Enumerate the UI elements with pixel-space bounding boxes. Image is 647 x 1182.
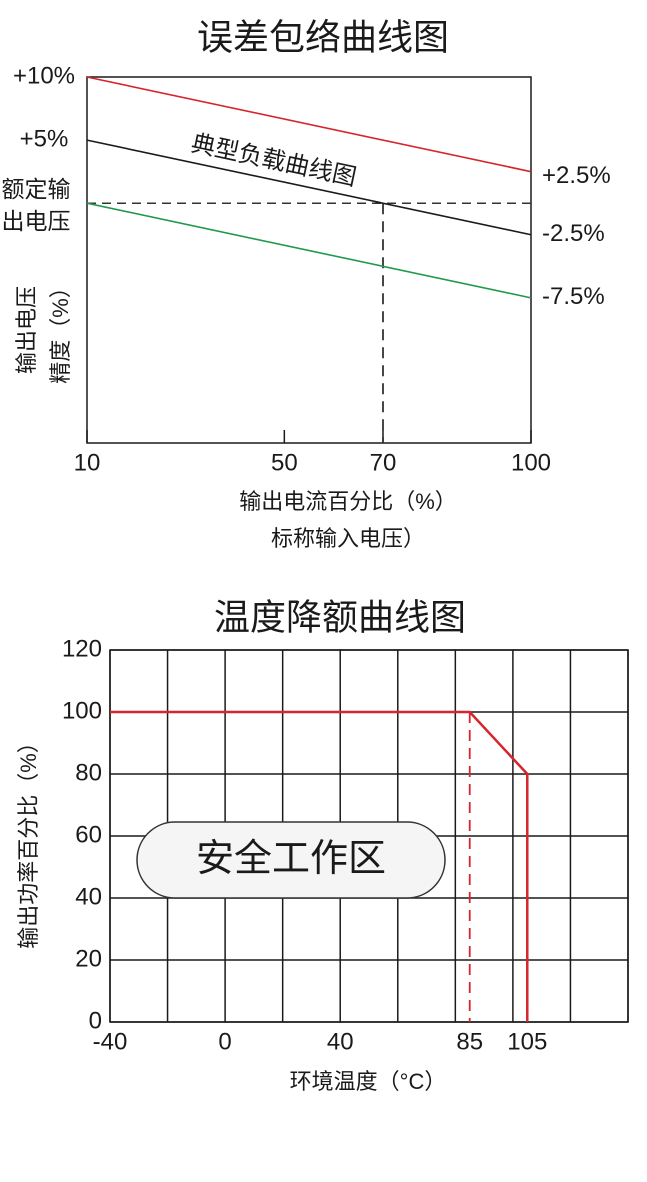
x-tick-label: 10 (74, 449, 101, 476)
y-axis-title: 输出功率百分比（%） (16, 731, 41, 949)
y-tick-label: 40 (75, 883, 102, 910)
x-tick-label: -40 (93, 1028, 128, 1055)
x-tick-label: 70 (370, 449, 397, 476)
y2-tick-label: +2.5% (542, 162, 611, 189)
x-axis-title: 输出电流百分比（%） (239, 489, 457, 514)
plot-frame (86, 76, 532, 444)
y2-tick-label: -2.5% (542, 220, 605, 247)
annotation: 安全工作区 (196, 838, 386, 880)
annotation-box (136, 821, 446, 899)
y-tick-label-box: 额定输出电压 (1, 176, 71, 235)
y-tick-label: +10% (13, 62, 75, 89)
x-axis-title: 标称输入电压） (271, 526, 425, 551)
y-axis-title: 精度（%） (48, 276, 73, 384)
x-tick-label: 85 (456, 1028, 483, 1055)
y-tick-label: 80 (75, 759, 102, 786)
y-tick-label: 20 (75, 945, 102, 972)
x-tick-label: 105 (507, 1028, 547, 1055)
y-tick-label: 60 (75, 821, 102, 848)
chart-title: 误差包络曲线图 (197, 17, 449, 58)
chart-title: 温度降额曲线图 (214, 597, 466, 638)
y-tick-label: +5% (20, 125, 69, 152)
y-tick-label: 0 (89, 1007, 102, 1034)
plot-frame (109, 649, 629, 1023)
y-tick-label: 额定输出电压 (1, 176, 71, 235)
data-line (86, 76, 532, 173)
x-axis-title: 环境温度（°C） (290, 1069, 447, 1094)
x-tick-label: 40 (327, 1028, 354, 1055)
y2-tick-label: -7.5% (542, 283, 605, 310)
y-tick-label: 100 (62, 697, 102, 724)
x-tick-label: 100 (511, 449, 551, 476)
data-line (110, 710, 529, 1022)
data-line (86, 202, 532, 299)
line-label: 典型负载曲线图 (189, 130, 359, 191)
data-line (86, 139, 532, 236)
x-tick-label: 0 (218, 1028, 231, 1055)
y-tick-label: 120 (62, 635, 102, 662)
x-tick-label: 50 (271, 449, 298, 476)
y-axis-title: 输出电压 (14, 286, 39, 374)
